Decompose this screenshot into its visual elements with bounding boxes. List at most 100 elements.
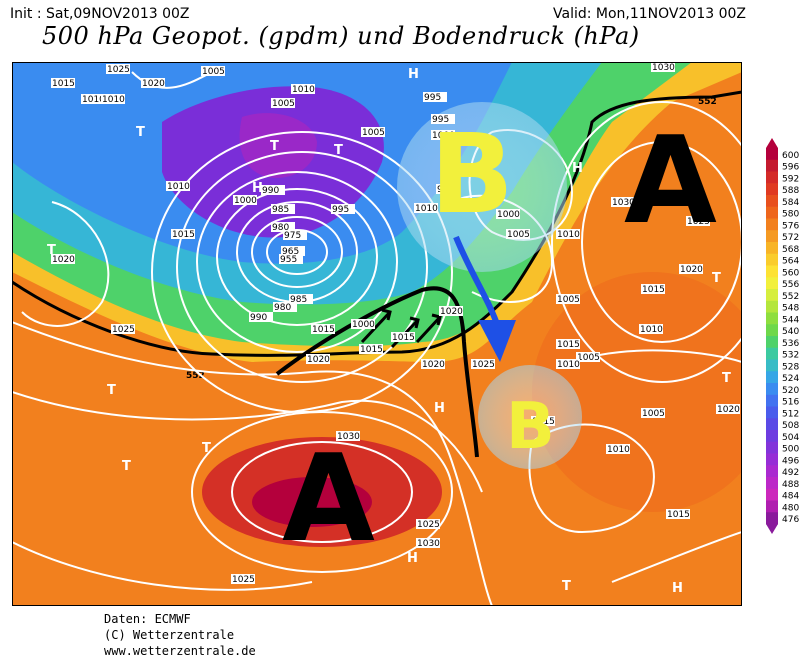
isobar-label: 1005 [557,295,580,305]
colorbar: 6005965925885845805765725685645605565525… [766,138,799,534]
isobar-label: 1015 [360,345,383,355]
footer-website: www.wetterzentrale.de [104,644,256,658]
map-frame [12,62,742,606]
isobar-label: 1000 [432,131,455,141]
colorbar-cell [766,312,778,325]
colorbar-label: 516 [782,398,799,408]
colorbar-cell [766,171,778,184]
colorbar-cell [766,371,778,384]
isobar-label-bg [359,344,383,354]
isobar-labels: 1025102010151010101010051010100599599510… [51,62,740,585]
colorbar-label: 568 [782,245,799,255]
colorbar-cell [766,477,778,490]
isobar-label: 1005 [272,99,295,109]
colorbar-label: 572 [782,233,799,243]
colorbar-label: 528 [782,362,799,372]
isobar-label: 1030 [652,63,675,73]
colorbar-cell [766,394,778,407]
isobar-label-bg [201,66,225,76]
low-marker: T [722,371,731,386]
isobar-label: 1015 [392,333,415,343]
isobar-label-bg [641,408,665,418]
high-marker: H [672,581,683,596]
low-marker: T [47,243,56,258]
flow-arrow-3 [415,313,442,344]
colorbar-top-cap [766,138,778,148]
colorbar-label: 484 [782,492,799,502]
footer-data-source: Daten: ECMWF [104,612,191,626]
isobar-label-bg [351,319,375,329]
isobar-label-bg [496,209,520,219]
isobar-label-bg [431,130,455,140]
isobar-label-bg [556,339,580,349]
isobar-label-bg [273,302,297,312]
isobar-label-bg [289,294,313,304]
colorbar-cell [766,488,778,501]
line-552 [12,90,742,357]
isobar-label-bg [686,216,710,226]
colorbar-label: 524 [782,374,799,384]
isobar-label: 1010 [607,445,630,455]
colorbar-cell [766,300,778,313]
isobar-label-bg [421,359,445,369]
colorbar-label: 496 [782,456,799,466]
colorbar-cell [766,242,778,255]
isobar-label: 1030 [337,432,360,442]
flow-arrow-main [275,286,479,458]
isobar-label-bg [471,359,495,369]
isobar-label: 1015 [532,417,555,427]
isobar-label-bg [391,332,415,342]
isobar-label-bg [231,574,255,584]
isobar-label-bg [556,229,580,239]
isobar-label: 1005 [507,230,530,240]
isobar-label-bg [306,354,330,364]
isobar-label-bg [641,284,665,294]
isobar-label: 965 [282,247,299,257]
init-time: Init : Sat,09NOV2013 00Z [10,6,190,22]
isobar-label-bg [679,264,703,274]
isobar-label: 1020 [307,355,330,365]
high-marker: H [408,67,419,82]
isobar-label: 1025 [112,325,135,335]
isobar-label-bg [271,204,295,214]
footer-copyright: (C) Wetterzentrale [104,628,235,642]
isobar-label: 1000 [352,320,375,330]
isobar-label: 1015 [172,230,195,240]
isobar-label: 995 [432,115,449,125]
colorbar-cell [766,406,778,419]
colorbar-label: 556 [782,280,799,290]
isobar-label: 1000 [234,196,257,206]
field-high-core-inner [252,477,372,527]
colorbar-cell [766,347,778,360]
isobar-label: 1005 [642,409,665,419]
colorbar-labels: 6005965925885845805765725685645605565525… [782,151,799,525]
isobar-label-bg [166,181,190,191]
colorbar-label: 552 [782,292,799,302]
colorbar-label: 512 [782,409,799,419]
colorbar-label: 476 [782,515,799,525]
field-low-core-inner [239,113,317,178]
low-marker: T [270,139,279,154]
high-a-south: A [282,430,375,569]
isobar-label-bg [506,229,530,239]
low-b-south-halo [478,365,582,469]
isobar-label-bg [271,98,295,108]
colorbar-cell [766,206,778,219]
isobar-label-bg [666,509,690,519]
isobar-label-bg [311,324,335,334]
colorbar-label: 596 [782,163,799,173]
isobar-label: 1005 [362,128,385,138]
isobar-label-bg [281,246,305,256]
isobar-label: 1010 [557,230,580,240]
isobar-label: 1010 [167,182,190,192]
isobar-label: 1020 [52,255,75,265]
isobar-label-bg [606,444,630,454]
colorbar-cell [766,148,778,161]
isobar-label-bg [141,78,165,88]
isobar-label: 1010 [640,325,663,335]
low-marker: T [122,459,131,474]
isobar-label-bg [716,404,740,414]
colorbar-label: 592 [782,174,799,184]
isobar-label-bg [414,203,438,213]
isobar-label-bg [531,416,555,426]
